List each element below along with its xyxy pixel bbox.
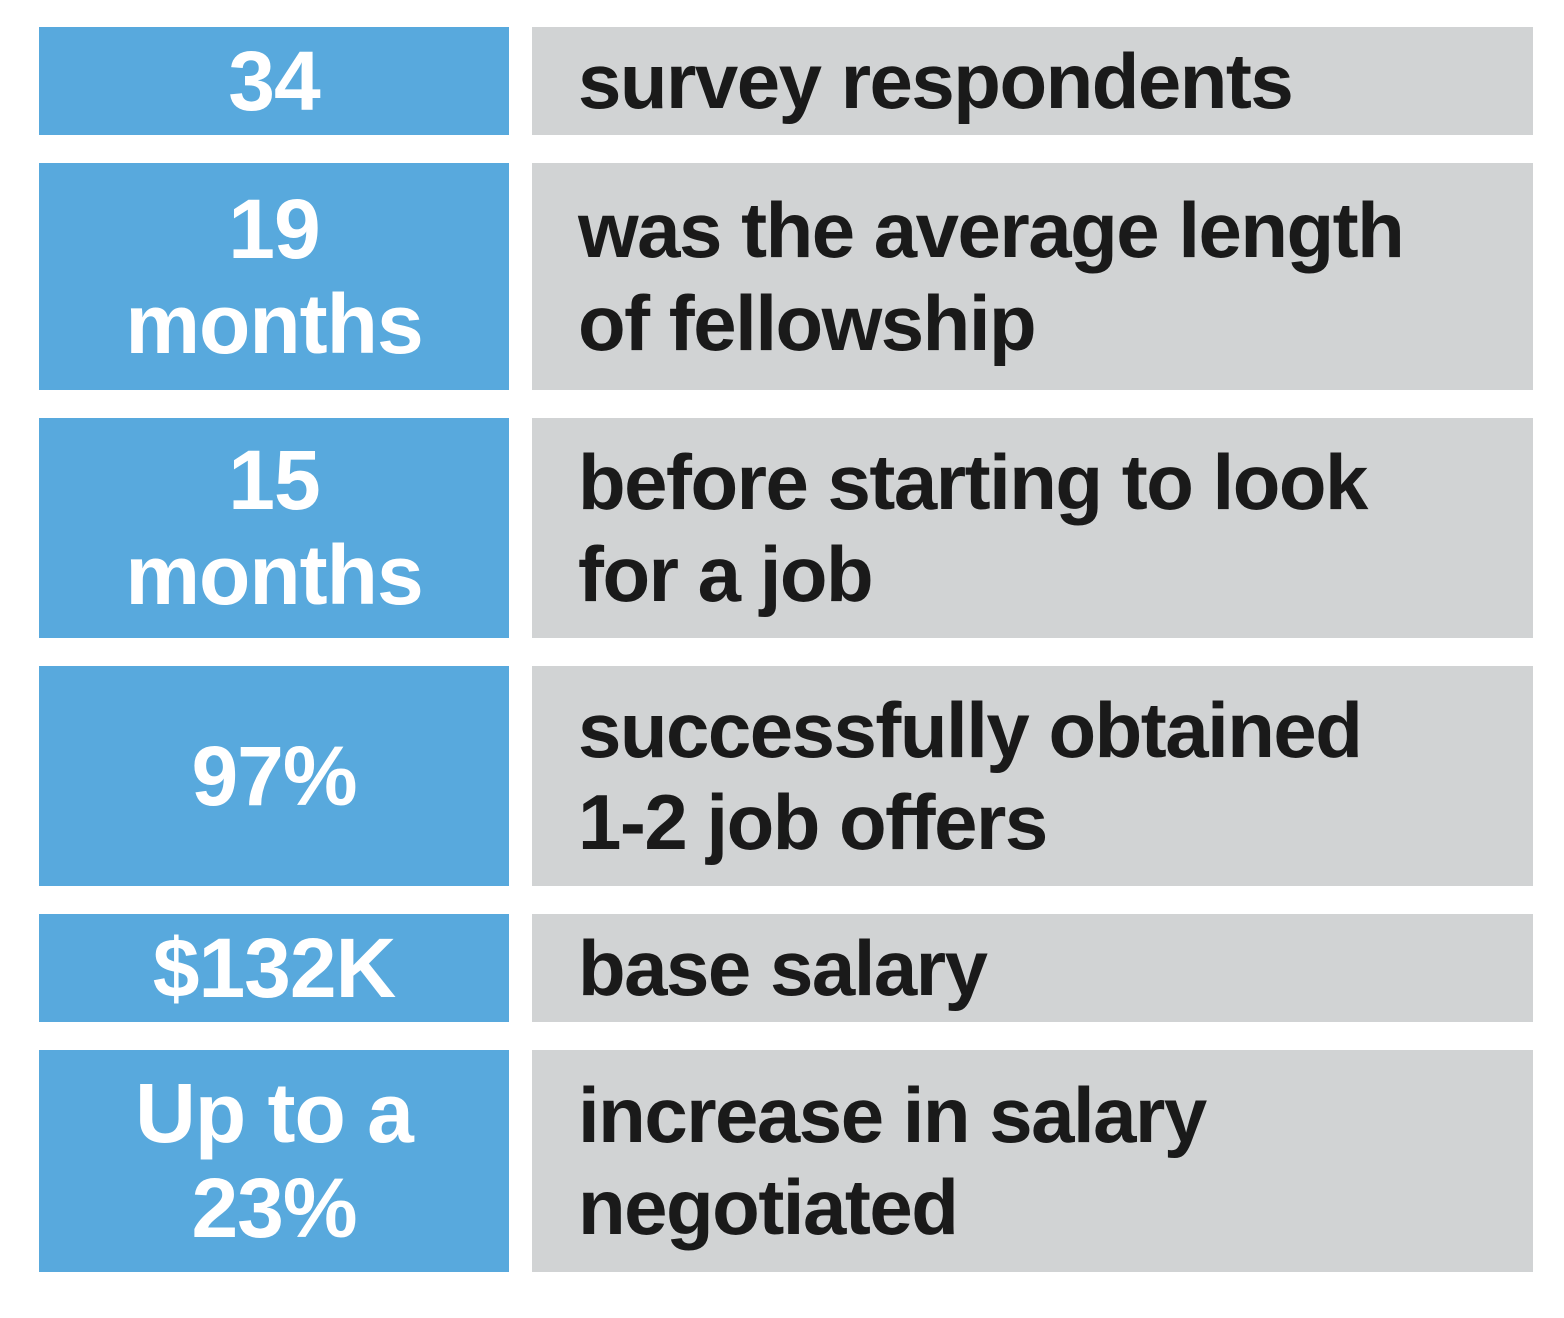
table-row: $132K base salary <box>39 914 1564 1022</box>
stat-description: increase in salary negotiated <box>532 1050 1533 1272</box>
stat-value: 97% <box>39 666 509 886</box>
stat-description: successfully obtained 1-2 job offers <box>532 666 1533 886</box>
table-row: 34 survey respondents <box>39 27 1564 135</box>
stat-value: 19 months <box>39 163 509 390</box>
stat-description: was the average length of fellowship <box>532 163 1533 390</box>
stat-value: 34 <box>39 27 509 135</box>
stat-value: 15 months <box>39 418 509 638</box>
table-row: 97% successfully obtained 1-2 job offers <box>39 666 1564 886</box>
table-row: 19 months was the average length of fell… <box>39 163 1564 390</box>
table-row: 15 months before starting to look for a … <box>39 418 1564 638</box>
stat-description: before starting to look for a job <box>532 418 1533 638</box>
stat-value: Up to a 23% <box>39 1050 509 1272</box>
stat-value: $132K <box>39 914 509 1022</box>
table-row: Up to a 23% increase in salary negotiate… <box>39 1050 1564 1272</box>
stat-description: survey respondents <box>532 27 1533 135</box>
survey-stats-table: 34 survey respondents 19 months was the … <box>39 27 1564 1272</box>
stat-description: base salary <box>532 914 1533 1022</box>
